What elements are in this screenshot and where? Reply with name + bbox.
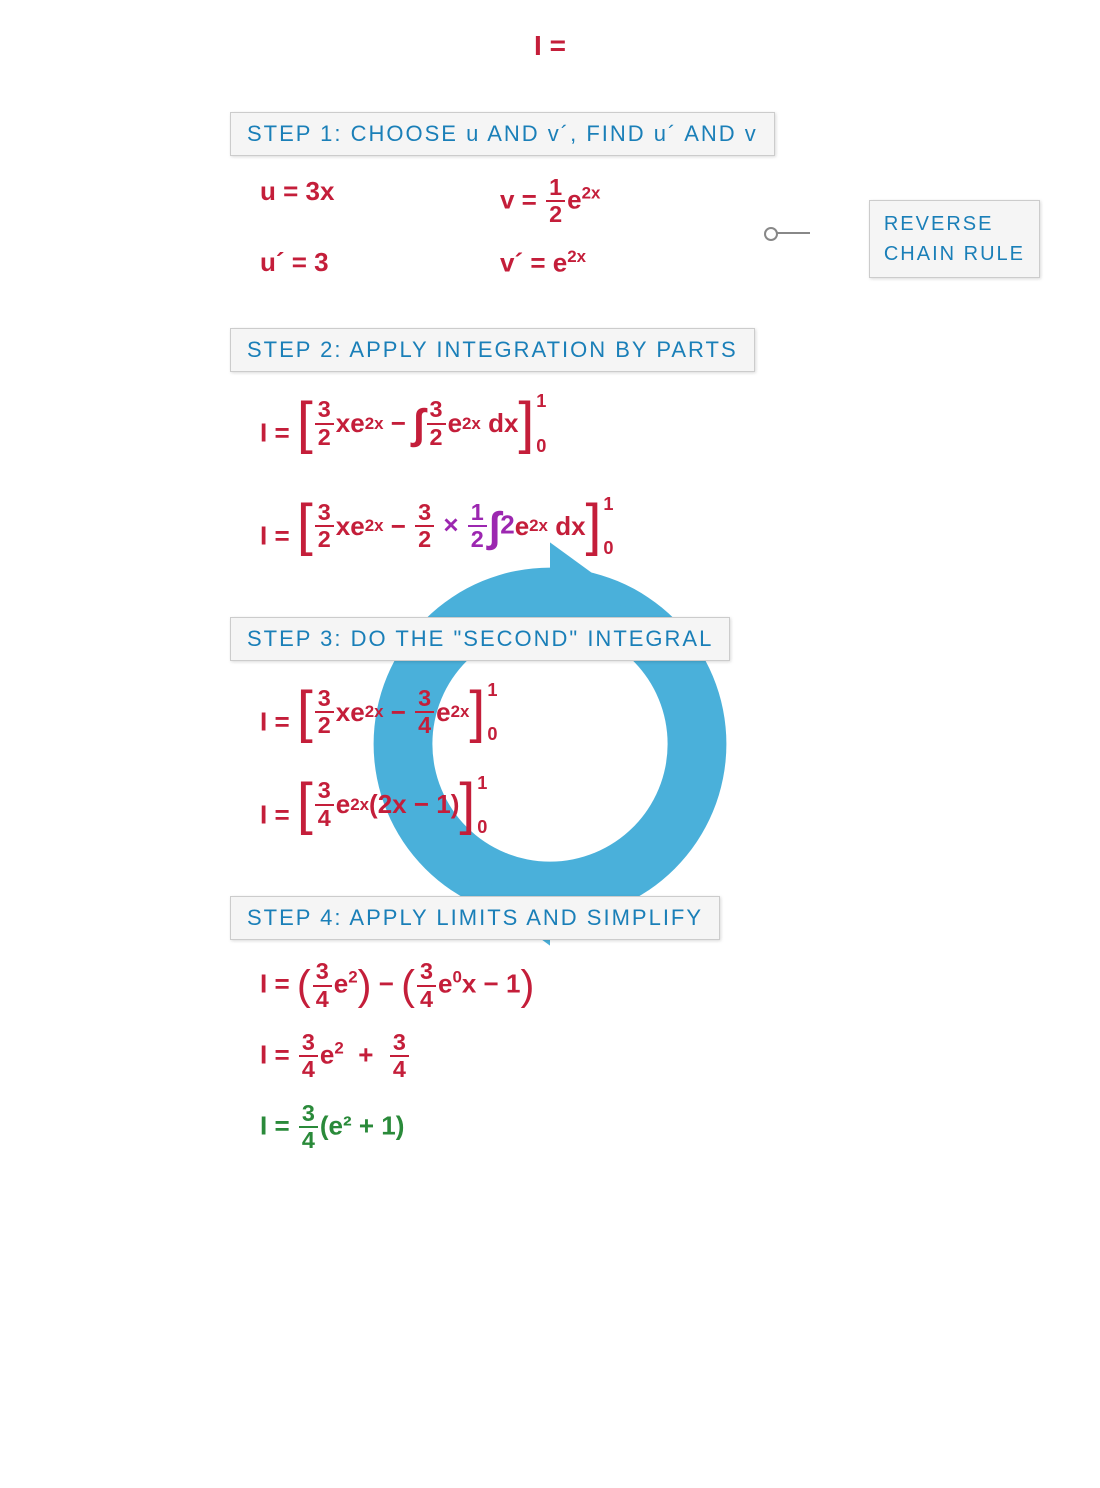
v-definition: v = 12e2x (500, 176, 740, 227)
step-1-header: STEP 1: CHOOSE u AND v´, FIND u´ AND v (230, 112, 775, 156)
step-2-header: STEP 2: APPLY INTEGRATION BY PARTS (230, 328, 755, 372)
step-4-header: STEP 4: APPLY LIMITS AND SIMPLIFY (230, 896, 720, 940)
tag-connector (770, 232, 810, 234)
v-prime-definition: v´ = e2x (500, 247, 740, 279)
content-area: I = STEP 1: CHOOSE u AND v´, FIND u´ AND… (0, 0, 1100, 1203)
u-definition: u = 3x (260, 176, 500, 227)
step-3-equation-1: I = [ 32xe2x − 34e2x ] 10 (260, 681, 1040, 743)
problem-title: I = (60, 30, 1040, 62)
final-answer: I = 34(e² + 1) (260, 1102, 1040, 1153)
reverse-chain-rule-tag: REVERSE CHAIN RULE (869, 200, 1040, 278)
step-3-equation-2: I = [ 34e2x(2x − 1) ] 10 (260, 774, 1040, 836)
step-3-header: STEP 3: DO THE "SECOND" INTEGRAL (230, 617, 730, 661)
step-4-equation-2: I = 34e2 + 34 (260, 1031, 1040, 1082)
step-2-equation-1: I = [ 32xe2x − ∫32e2x dx ] 10 (260, 392, 1040, 454)
step-2-equation-2: I = [ 32xe2x − 32 × 12∫2e2x dx ] 10 (260, 495, 1040, 557)
step-4-equation-1: I = (34e2) − (34e0x − 1) (260, 960, 1040, 1011)
u-prime-definition: u´ = 3 (260, 247, 500, 279)
